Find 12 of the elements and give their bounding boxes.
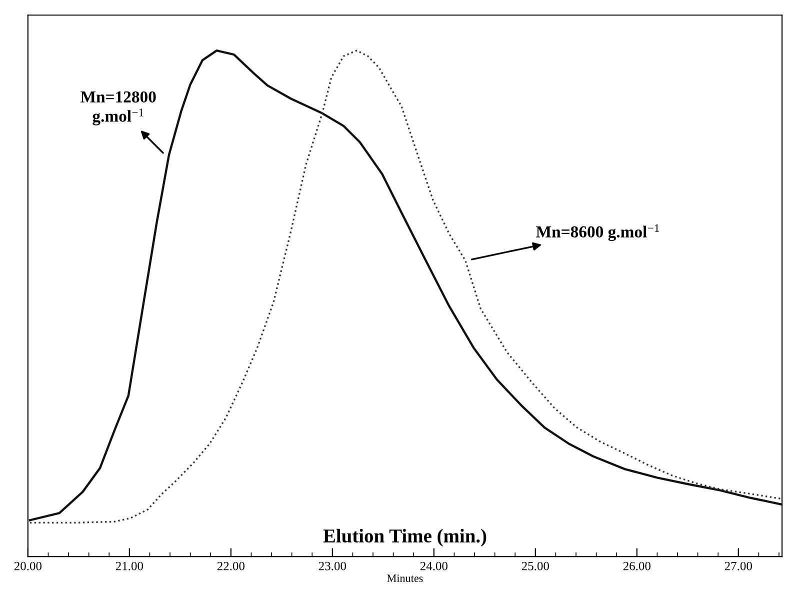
x-tick-label: 21.00 [116,562,144,570]
x-axis-title: Minutes [387,574,423,582]
x-tick-label: 27.00 [724,562,752,570]
x-tick-label: 25.00 [522,562,549,570]
annotation: Mn=8600 g.mol$^{−1}$ [536,224,660,242]
x-tick-label: 20.00 [14,562,42,570]
annotation: Elution Time (min.) [323,528,486,546]
x-tick-label: 26.00 [623,562,650,570]
annotation: Mn=12800 g.mol$^{−1}$ [80,91,156,126]
x-tick-label: 23.00 [318,562,346,570]
x-tick-label: 22.00 [217,562,245,570]
x-tick-label: 24.00 [420,562,448,570]
